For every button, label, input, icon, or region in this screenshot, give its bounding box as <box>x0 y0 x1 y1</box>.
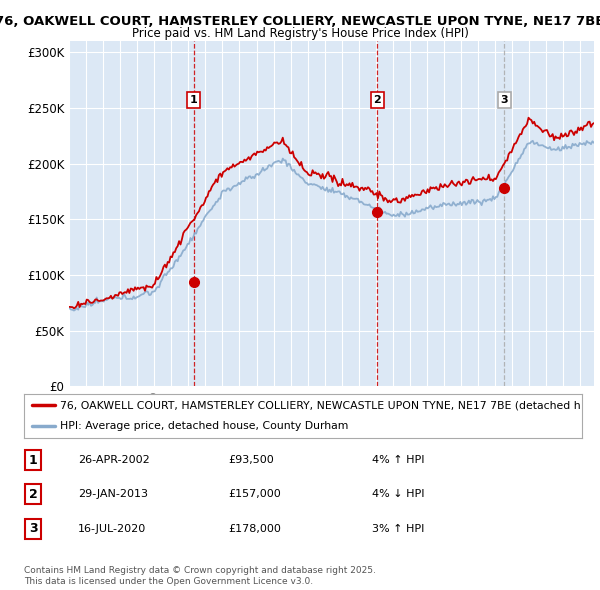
Text: Contains HM Land Registry data © Crown copyright and database right 2025.
This d: Contains HM Land Registry data © Crown c… <box>24 566 376 586</box>
Text: 3% ↑ HPI: 3% ↑ HPI <box>372 524 424 533</box>
Text: 3: 3 <box>500 95 508 105</box>
Text: 76, OAKWELL COURT, HAMSTERLEY COLLIERY, NEWCASTLE UPON TYNE, NE17 7BE (detached : 76, OAKWELL COURT, HAMSTERLEY COLLIERY, … <box>60 401 581 411</box>
Text: £93,500: £93,500 <box>228 455 274 465</box>
Text: 16-JUL-2020: 16-JUL-2020 <box>78 524 146 533</box>
Text: £178,000: £178,000 <box>228 524 281 533</box>
Text: 1: 1 <box>29 454 37 467</box>
Text: HPI: Average price, detached house, County Durham: HPI: Average price, detached house, Coun… <box>60 421 349 431</box>
Text: 76, OAKWELL COURT, HAMSTERLEY COLLIERY, NEWCASTLE UPON TYNE, NE17 7BE: 76, OAKWELL COURT, HAMSTERLEY COLLIERY, … <box>0 15 600 28</box>
Text: 4% ↓ HPI: 4% ↓ HPI <box>372 490 425 499</box>
Text: £157,000: £157,000 <box>228 490 281 499</box>
Text: 4% ↑ HPI: 4% ↑ HPI <box>372 455 425 465</box>
Text: 2: 2 <box>29 488 37 501</box>
Text: Price paid vs. HM Land Registry's House Price Index (HPI): Price paid vs. HM Land Registry's House … <box>131 27 469 40</box>
Text: 2: 2 <box>373 95 381 105</box>
Text: 3: 3 <box>29 522 37 535</box>
Text: 29-JAN-2013: 29-JAN-2013 <box>78 490 148 499</box>
Text: 26-APR-2002: 26-APR-2002 <box>78 455 150 465</box>
Text: 1: 1 <box>190 95 197 105</box>
